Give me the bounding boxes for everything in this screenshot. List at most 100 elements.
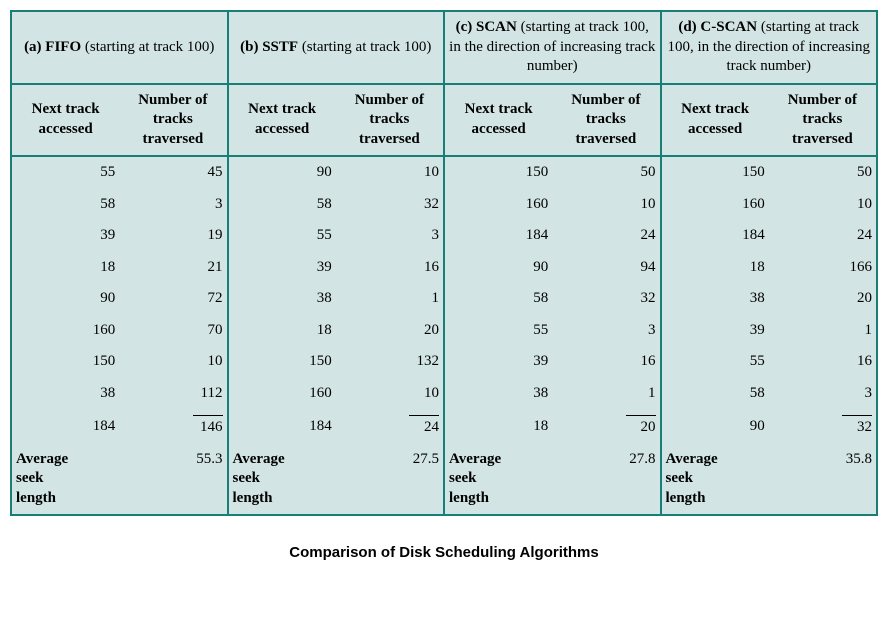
tracks-traversed-cell: 20 xyxy=(552,409,660,444)
next-track-cell: 39 xyxy=(228,252,336,284)
next-track-cell: 38 xyxy=(228,283,336,315)
data-row: 554590101505015050 xyxy=(11,156,877,189)
next-track-cell: 150 xyxy=(444,156,552,189)
next-track-cell: 150 xyxy=(11,346,119,378)
tracks-traversed-cell: 19 xyxy=(119,220,227,252)
subheader-tracks-traversed: Number of tracks traversed xyxy=(552,84,660,157)
next-track-cell: 90 xyxy=(11,283,119,315)
next-track-cell: 39 xyxy=(444,346,552,378)
data-row: 907238158323820 xyxy=(11,283,877,315)
average-label: Averageseeklength xyxy=(444,444,552,516)
next-track-cell: 150 xyxy=(228,346,336,378)
next-track-cell: 58 xyxy=(661,378,769,410)
next-track-cell: 38 xyxy=(661,283,769,315)
subheader-next-track: Next track accessed xyxy=(444,84,552,157)
next-track-cell: 38 xyxy=(11,378,119,410)
tracks-traversed-cell: 3 xyxy=(336,220,444,252)
average-row: Averageseeklength55.3Averageseeklength27… xyxy=(11,444,877,516)
next-track-cell: 18 xyxy=(11,252,119,284)
next-track-cell: 90 xyxy=(444,252,552,284)
next-track-cell: 18 xyxy=(661,252,769,284)
tracks-traversed-cell: 72 xyxy=(119,283,227,315)
tracks-traversed-cell: 3 xyxy=(769,378,877,410)
tracks-traversed-cell: 24 xyxy=(336,409,444,444)
next-track-cell: 90 xyxy=(228,156,336,189)
average-value: 27.8 xyxy=(552,444,660,516)
data-row: 1501015013239165516 xyxy=(11,346,877,378)
subheader-next-track: Next track accessed xyxy=(661,84,769,157)
tracks-traversed-cell: 1 xyxy=(769,315,877,347)
tracks-traversed-cell: 16 xyxy=(336,252,444,284)
subheader-next-track: Next track accessed xyxy=(11,84,119,157)
data-row: 58358321601016010 xyxy=(11,189,877,221)
tracks-traversed-cell: 132 xyxy=(336,346,444,378)
subheader-tracks-traversed: Number of tracks traversed xyxy=(119,84,227,157)
next-track-cell: 160 xyxy=(11,315,119,347)
tracks-traversed-cell: 3 xyxy=(119,189,227,221)
tracks-traversed-cell: 32 xyxy=(769,409,877,444)
next-track-cell: 184 xyxy=(661,220,769,252)
next-track-cell: 55 xyxy=(661,346,769,378)
average-value: 27.5 xyxy=(336,444,444,516)
tracks-traversed-cell: 10 xyxy=(552,189,660,221)
tracks-traversed-cell: 24 xyxy=(769,220,877,252)
tracks-traversed-cell: 70 xyxy=(119,315,227,347)
tracks-traversed-cell: 10 xyxy=(336,378,444,410)
next-track-cell: 184 xyxy=(228,409,336,444)
subheader-next-track: Next track accessed xyxy=(228,84,336,157)
tracks-traversed-cell: 32 xyxy=(336,189,444,221)
data-row: 3811216010381583 xyxy=(11,378,877,410)
tracks-traversed-cell: 50 xyxy=(769,156,877,189)
algorithm-header-row: (a) FIFO (starting at track 100) (b) SST… xyxy=(11,11,877,84)
next-track-cell: 184 xyxy=(444,220,552,252)
tracks-traversed-cell: 21 xyxy=(119,252,227,284)
data-row: 39195531842418424 xyxy=(11,220,877,252)
average-label: Averageseeklength xyxy=(11,444,119,516)
data-row: 1841461842418209032 xyxy=(11,409,877,444)
tracks-traversed-cell: 16 xyxy=(552,346,660,378)
next-track-cell: 55 xyxy=(228,220,336,252)
next-track-cell: 18 xyxy=(444,409,552,444)
next-track-cell: 58 xyxy=(228,189,336,221)
tracks-traversed-cell: 16 xyxy=(769,346,877,378)
tracks-traversed-cell: 3 xyxy=(552,315,660,347)
average-value: 55.3 xyxy=(119,444,227,516)
next-track-cell: 55 xyxy=(11,156,119,189)
tracks-traversed-cell: 1 xyxy=(336,283,444,315)
next-track-cell: 58 xyxy=(444,283,552,315)
next-track-cell: 160 xyxy=(228,378,336,410)
tracks-traversed-cell: 10 xyxy=(336,156,444,189)
tracks-traversed-cell: 94 xyxy=(552,252,660,284)
data-row: 18213916909418166 xyxy=(11,252,877,284)
tracks-traversed-cell: 112 xyxy=(119,378,227,410)
next-track-cell: 160 xyxy=(661,189,769,221)
tracks-traversed-cell: 32 xyxy=(552,283,660,315)
tracks-traversed-cell: 20 xyxy=(336,315,444,347)
next-track-cell: 18 xyxy=(228,315,336,347)
subheader-tracks-traversed: Number of tracks traversed xyxy=(336,84,444,157)
algo-header-sstf: (b) SSTF (starting at track 100) xyxy=(228,11,445,84)
next-track-cell: 58 xyxy=(11,189,119,221)
tracks-traversed-cell: 10 xyxy=(119,346,227,378)
tracks-traversed-cell: 20 xyxy=(769,283,877,315)
next-track-cell: 90 xyxy=(661,409,769,444)
next-track-cell: 39 xyxy=(11,220,119,252)
algo-header-scan: (c) SCAN (starting at track 100, in the … xyxy=(444,11,661,84)
tracks-traversed-cell: 10 xyxy=(769,189,877,221)
next-track-cell: 150 xyxy=(661,156,769,189)
average-label: Averageseeklength xyxy=(661,444,769,516)
algo-header-cscan: (d) C-SCAN (starting at track 100, in th… xyxy=(661,11,878,84)
tracks-traversed-cell: 146 xyxy=(119,409,227,444)
tracks-traversed-cell: 166 xyxy=(769,252,877,284)
data-row: 160701820553391 xyxy=(11,315,877,347)
next-track-cell: 160 xyxy=(444,189,552,221)
subheader-tracks-traversed: Number of tracks traversed xyxy=(769,84,877,157)
tracks-traversed-cell: 24 xyxy=(552,220,660,252)
average-value: 35.8 xyxy=(769,444,877,516)
next-track-cell: 184 xyxy=(11,409,119,444)
next-track-cell: 38 xyxy=(444,378,552,410)
algo-header-fifo: (a) FIFO (starting at track 100) xyxy=(11,11,228,84)
tracks-traversed-cell: 1 xyxy=(552,378,660,410)
subheader-row: Next track accessed Number of tracks tra… xyxy=(11,84,877,157)
tracks-traversed-cell: 45 xyxy=(119,156,227,189)
